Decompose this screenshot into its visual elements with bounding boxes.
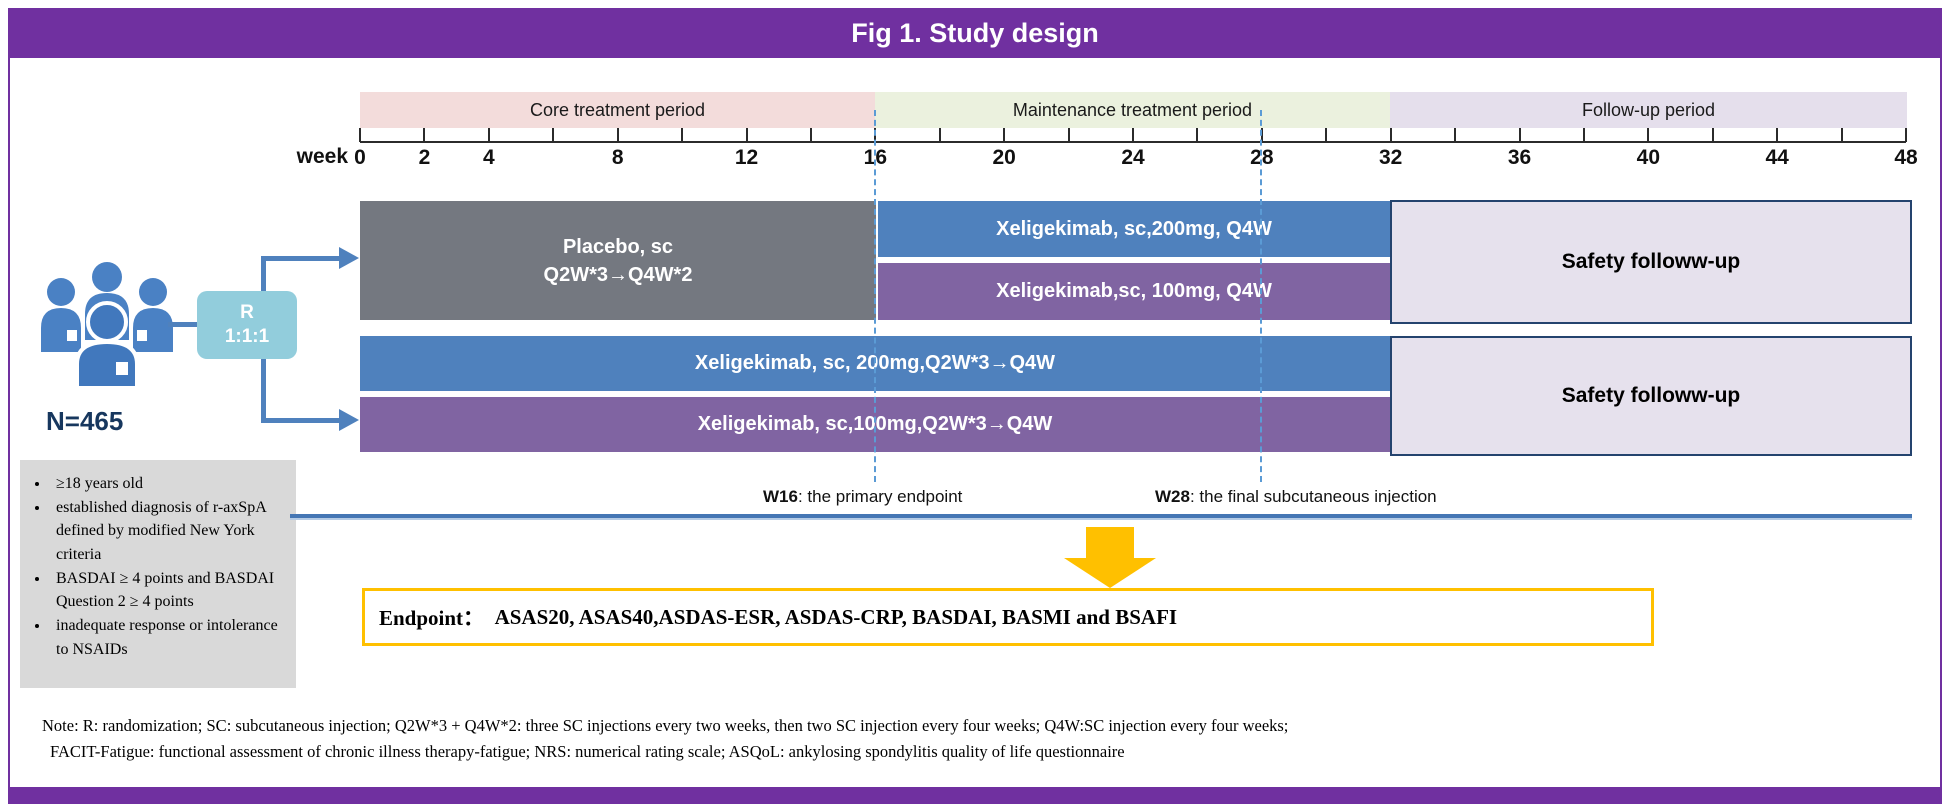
week-tick-label: 44 [1765, 146, 1789, 169]
week-tick [1647, 128, 1650, 142]
w28-caption: W28: the final subcutaneous injection [1155, 487, 1437, 507]
bar-xeligekimab-100-q4w: Xeligekimab,sc, 100mg, Q4W [878, 263, 1390, 320]
w28-dashed-line [1260, 110, 1262, 482]
week-tick [1325, 128, 1328, 142]
week-tick [938, 128, 941, 142]
patients-group-icon [41, 262, 173, 390]
week-tick [745, 128, 748, 142]
week-tick-label: 20 [992, 146, 1016, 169]
week-axis-label: week [296, 145, 348, 168]
randomization-r: R [240, 302, 254, 324]
week-tick [1776, 128, 1779, 142]
figure-title: Fig 1. Study design [8, 8, 1942, 58]
week-tick-label: 2 [418, 146, 431, 169]
week-tick [1518, 128, 1521, 142]
period-maintenance-treatment: Maintenance treatment period [875, 92, 1390, 128]
w28-caption-text: : the final subcutaneous injection [1189, 487, 1437, 506]
week-tick-label: 48 [1894, 146, 1918, 169]
week-tick [1582, 128, 1585, 142]
w16-caption-week: W16 [763, 487, 798, 506]
bar-placebo-line2: Q2W*3→Q4W*2 [543, 263, 693, 286]
people-to-r-connector [168, 322, 202, 327]
bar-xeligekimab-200-q4w: Xeligekimab, sc,200mg, Q4W [878, 201, 1390, 257]
bar-placebo-line1: Placebo, sc [562, 235, 674, 258]
w16-caption-text: : the primary endpoint [797, 487, 963, 506]
footnote-line-1: Note: R: randomization; SC: subcutaneous… [42, 716, 1289, 735]
footer-purple-strip [8, 787, 1942, 802]
w16-dashed-line [874, 110, 876, 482]
week-tick [809, 128, 812, 142]
branch-arrow-top-shaft [261, 256, 341, 261]
week-tick-label: 40 [1636, 146, 1660, 169]
week-tick-label: 24 [1121, 146, 1145, 169]
branch-arrow-bottom-head [339, 409, 359, 431]
week-tick [1711, 128, 1714, 142]
branch-arrow-top-head [339, 247, 359, 269]
eligibility-bullet: BASDAI ≥ 4 points and BASDAI Question 2 … [50, 567, 288, 614]
w16-caption: W16: the primary endpoint [763, 487, 962, 507]
safety-follow-up-box-1: Safety followw-up [1390, 200, 1912, 324]
week-tick [359, 128, 361, 142]
endpoint-value: ASAS20, ASAS40,ASDAS-ESR, ASDAS-CRP, BAS… [494, 604, 1178, 629]
branch-arrow-bottom-shaft [261, 418, 341, 423]
eligibility-bullet-list: ≥18 years oldestablished diagnosis of r-… [20, 472, 296, 661]
footnote-line-2: FACIT-Fatigue: functional assessment of … [50, 742, 1125, 761]
endpoint-label: Endpoint： [379, 606, 485, 630]
week-tick-label: 12 [734, 146, 759, 169]
week-tick-label: 4 [482, 146, 495, 169]
eligibility-criteria-box: ≥18 years oldestablished diagnosis of r-… [20, 460, 296, 688]
week-tick [1389, 128, 1392, 142]
w28-caption-week: W28 [1155, 487, 1190, 506]
week-tick [487, 128, 490, 142]
period-core-treatment: Core treatment period [360, 92, 875, 128]
randomization-ratio: 1:1:1 [224, 326, 270, 347]
week-tick [616, 128, 619, 142]
down-arrow-icon [1086, 527, 1134, 558]
week-tick [1132, 128, 1134, 142]
safety-follow-up-box-2: Safety followw-up [1390, 336, 1912, 456]
separator-line [290, 514, 1912, 520]
week-tick [681, 128, 684, 142]
week-ruler: 0 2 4 8 12 16 20 24 28 32 36 40 44 48 [354, 128, 1918, 172]
eligibility-bullet: established diagnosis of r-axSpA defined… [50, 496, 288, 567]
sample-size-label: N=465 [46, 406, 124, 436]
week-tick [1067, 128, 1070, 142]
bar-placebo: Placebo, sc Q2W*3→Q4W*2 [360, 201, 876, 320]
week-tick [1003, 128, 1006, 142]
endpoint-box: Endpoint： ASAS20, ASAS40,ASDAS-ESR, ASDA… [362, 588, 1654, 646]
eligibility-bullet: inadequate response or intolerance to NS… [50, 614, 288, 661]
week-tick [1905, 128, 1907, 142]
randomization-box: R 1:1:1 [197, 291, 297, 359]
period-follow-up: Follow-up period [1390, 92, 1907, 128]
week-tick-label: 0 [354, 146, 366, 169]
week-tick [1196, 128, 1199, 142]
week-tick [1840, 128, 1843, 142]
week-tick-label: 32 [1378, 146, 1403, 169]
week-tick [423, 128, 426, 142]
ruler-baseline [360, 141, 1906, 143]
week-tick-label: 8 [611, 146, 624, 169]
down-arrow-icon-head [1064, 558, 1156, 588]
week-tick [1454, 128, 1457, 142]
week-tick [552, 128, 555, 142]
week-tick-label: 36 [1507, 146, 1532, 169]
eligibility-bullet: ≥18 years old [50, 472, 288, 496]
